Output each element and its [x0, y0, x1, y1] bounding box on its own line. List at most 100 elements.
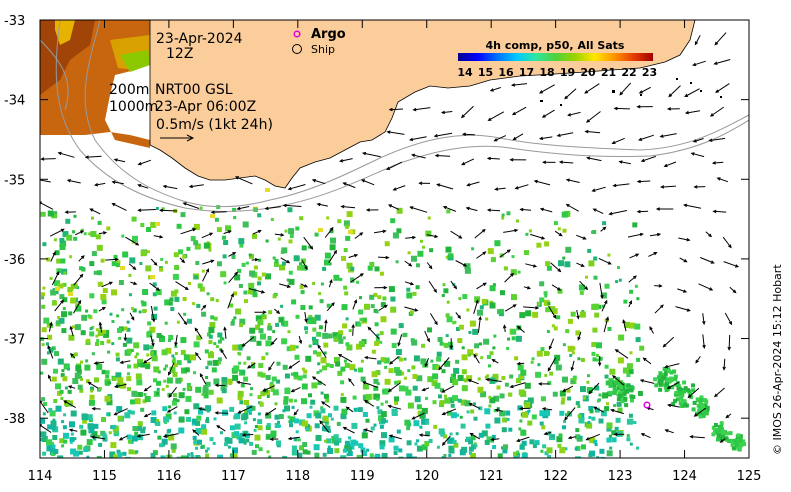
sst-pixel	[577, 357, 581, 361]
sst-pixel	[359, 318, 363, 321]
sst-pixel	[580, 386, 586, 393]
sst-pixel	[80, 360, 83, 364]
sst-pixel	[465, 436, 471, 442]
current-vector	[649, 233, 661, 237]
current-vector-head	[66, 179, 71, 183]
sst-pixel	[346, 446, 352, 452]
current-vector	[54, 300, 64, 312]
sst-pixel	[198, 409, 203, 415]
sst-pixel	[436, 356, 442, 362]
sst-pixel	[502, 417, 508, 423]
current-vector	[698, 283, 713, 291]
sst-pixel	[85, 309, 89, 313]
sst-pixel	[199, 206, 203, 210]
sst-pixel	[691, 388, 696, 393]
sst-pixel	[260, 333, 266, 340]
lon-tick-label: 118	[285, 469, 310, 484]
current-vector	[69, 429, 78, 432]
sst-pixel	[106, 412, 110, 416]
current-vector-head	[57, 151, 62, 156]
current-vector	[487, 209, 501, 212]
sst-pixel	[270, 218, 274, 221]
sst-pixel	[239, 323, 244, 328]
current-vector-head	[79, 273, 84, 278]
sst-pixel	[695, 397, 700, 402]
lon-tick-label: 119	[350, 469, 375, 484]
sst-pixel	[75, 305, 82, 312]
current-vector-head	[436, 183, 441, 187]
current-vector-head	[449, 345, 453, 350]
current-vector-head	[111, 180, 116, 185]
sst-pixel	[544, 373, 548, 377]
sst-pixel	[344, 362, 350, 368]
sst-pixel	[180, 349, 186, 355]
current-vector	[48, 322, 52, 332]
argo-float-marker-icon	[293, 30, 301, 38]
sst-pixel	[704, 411, 709, 416]
sst-pixel	[288, 228, 295, 235]
current-vector-head	[516, 361, 521, 366]
sst-pixel	[436, 445, 440, 449]
current-vector-head	[709, 287, 714, 291]
sst-pixel	[388, 436, 395, 443]
current-vector	[73, 274, 83, 286]
sst-pixel	[111, 320, 115, 323]
sst-pixel	[438, 394, 442, 399]
sst-pixel	[527, 420, 533, 426]
current-vector	[675, 306, 690, 312]
sst-pixel	[664, 382, 669, 387]
current-vector	[160, 209, 178, 212]
sst-pixel	[676, 384, 681, 389]
sst-pixel	[485, 423, 491, 429]
sst-pixel	[343, 285, 348, 290]
current-vector-head	[557, 287, 562, 291]
sst-pixel	[234, 423, 241, 430]
current-vector-head	[662, 343, 667, 348]
sst-pixel	[88, 427, 95, 434]
sst-pixel	[605, 380, 611, 386]
sst-pixel	[284, 388, 291, 395]
sst-pixel	[320, 357, 327, 364]
sst-pixel	[519, 444, 525, 450]
sst-pixel	[137, 363, 142, 367]
sst-pixel	[51, 452, 56, 457]
sst-pixel	[267, 336, 272, 340]
sst-pixel	[499, 393, 505, 399]
current-vector	[119, 435, 128, 441]
current-vector	[467, 181, 480, 186]
sst-pixel	[195, 446, 198, 450]
sst-pixel	[174, 289, 179, 294]
current-vector-head	[392, 187, 397, 191]
sst-pixel	[196, 303, 201, 308]
sst-pixel	[615, 417, 621, 423]
sst-pixel	[73, 214, 77, 218]
current-vector	[365, 356, 377, 360]
sst-pixel	[272, 256, 276, 260]
current-vector	[312, 179, 326, 185]
sst-pixel	[96, 339, 100, 343]
sst-pixel	[340, 393, 344, 397]
sst-pixel	[80, 228, 84, 232]
sst-pixel	[41, 397, 46, 402]
sst-pixel	[467, 353, 471, 357]
sst-pixel	[180, 337, 187, 344]
current-vector	[523, 306, 539, 309]
current-vector	[693, 60, 706, 66]
sst-pixel	[474, 343, 480, 349]
current-vector-head	[433, 133, 438, 138]
current-vector	[476, 282, 487, 290]
current-vector	[516, 436, 530, 442]
sst-pixel	[186, 386, 190, 390]
current-vector-head	[280, 233, 285, 237]
sst-pixel	[494, 417, 501, 424]
colorbar-tick-label: 21	[601, 66, 616, 79]
sst-pixel	[181, 367, 187, 374]
sst-pixel	[320, 391, 324, 395]
current-vector	[641, 155, 656, 162]
sst-pixel	[130, 410, 135, 415]
sst-pixel	[48, 347, 54, 353]
sst-pixel	[135, 352, 139, 356]
sst-pixel	[504, 382, 509, 387]
sst-pixel	[388, 286, 395, 293]
current-vector	[265, 206, 281, 210]
